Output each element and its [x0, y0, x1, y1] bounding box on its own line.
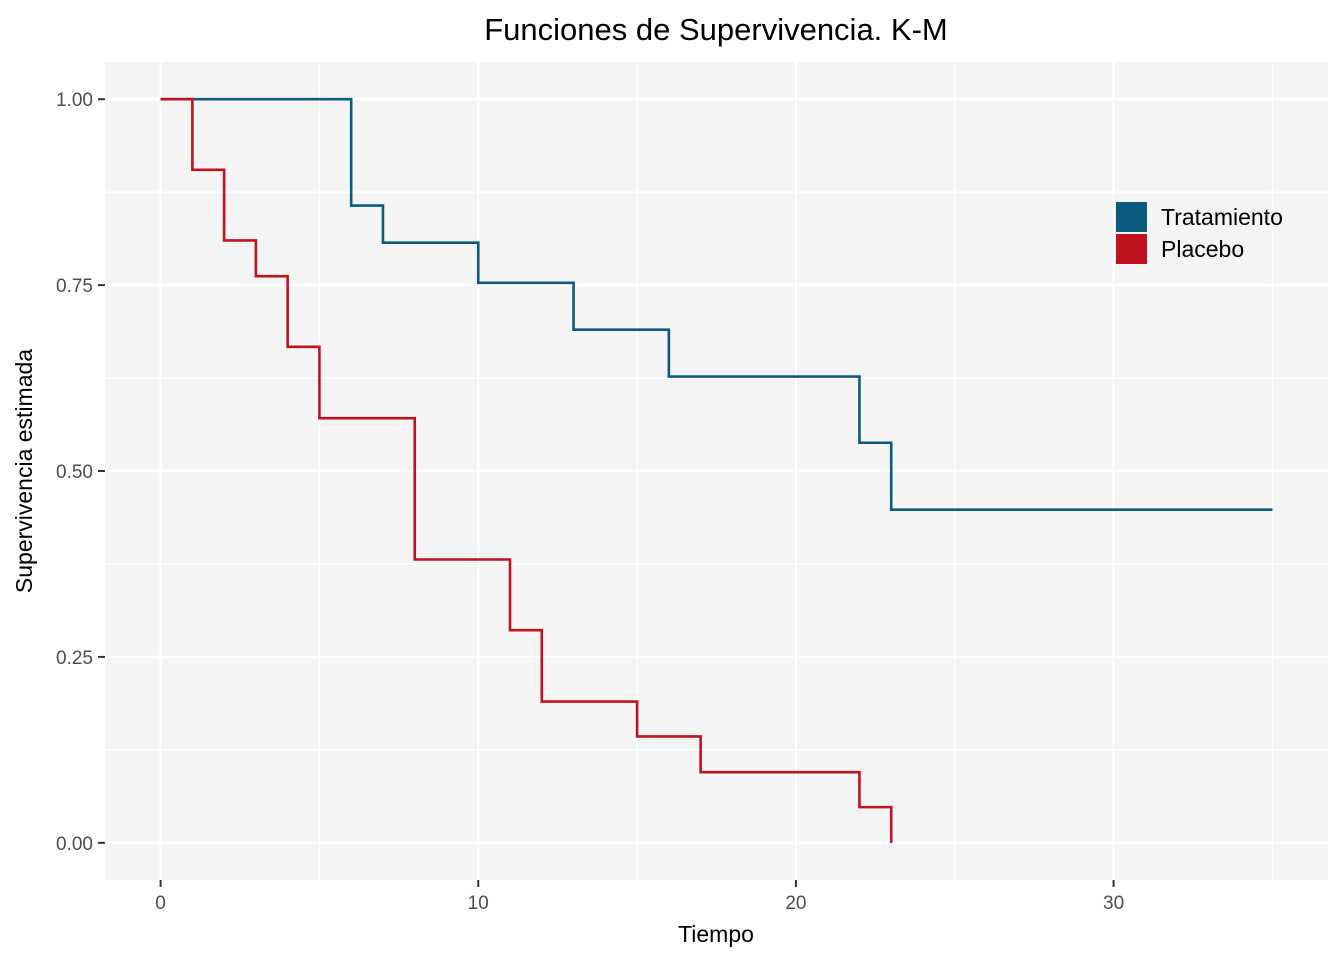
x-tick-label: 10	[468, 893, 489, 914]
y-axis-title: Supervivencia estimada	[11, 349, 37, 593]
x-axis-title: Tiempo	[678, 921, 754, 947]
x-tick-label: 0	[155, 893, 166, 914]
legend: Tratamiento Placebo	[1116, 202, 1283, 264]
legend-key	[1116, 234, 1147, 264]
legend-key	[1116, 202, 1147, 232]
y-tick-label: 0.50	[56, 462, 93, 483]
y-tick-label: 1.00	[56, 90, 93, 111]
legend-label: Tratamiento	[1161, 204, 1283, 230]
grid-lines	[105, 62, 1328, 880]
series-lines	[160, 97, 1273, 843]
series-line-tratamiento	[160, 97, 1273, 511]
x-tick-label: 20	[785, 893, 806, 914]
y-tick-label: 0.00	[56, 834, 93, 855]
series-line-placebo	[160, 97, 893, 843]
chart-title: Funciones de Supervivencia. K-M	[484, 12, 948, 47]
y-tick-label: 0.75	[56, 276, 93, 297]
x-tick-label: 30	[1103, 893, 1124, 914]
legend-label: Placebo	[1161, 236, 1244, 262]
axes: 0 10 20 30 0.00 0.25 0.50 0.75 1.00	[56, 90, 1124, 914]
y-tick-label: 0.25	[56, 648, 93, 669]
